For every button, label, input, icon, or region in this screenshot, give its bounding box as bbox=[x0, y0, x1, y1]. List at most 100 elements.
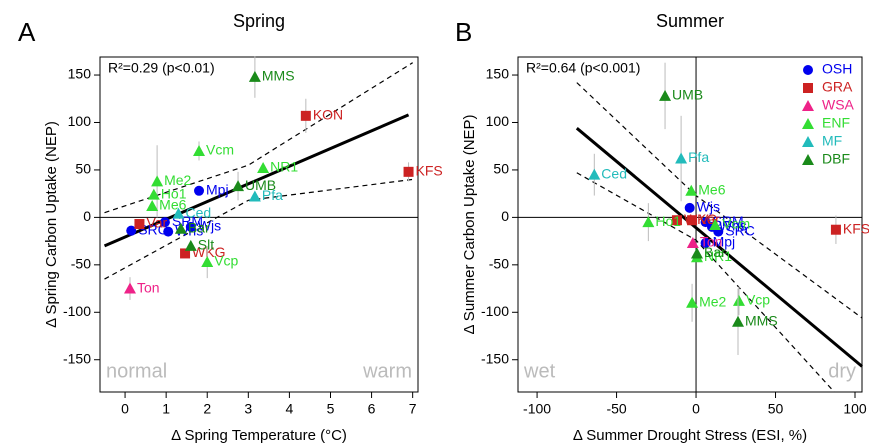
point bbox=[174, 222, 187, 234]
point-label: Me2 bbox=[164, 172, 191, 188]
point bbox=[675, 152, 688, 164]
legend-marker bbox=[802, 100, 814, 111]
x-tick-label: 1 bbox=[162, 401, 170, 417]
plot-frame bbox=[517, 56, 863, 393]
corner-label: dry bbox=[828, 360, 856, 382]
point bbox=[671, 215, 682, 226]
x-tick-label: 50 bbox=[768, 401, 784, 417]
point-label: Pfa bbox=[262, 187, 283, 203]
regression-line bbox=[103, 113, 410, 248]
x-tick-label: 0 bbox=[692, 401, 700, 417]
point-label: WKG bbox=[192, 244, 225, 260]
x-axis-label: Δ Spring Temperature (°C) bbox=[171, 427, 347, 444]
chart-title: Summer bbox=[656, 11, 724, 31]
legend-label: OSH bbox=[822, 61, 852, 77]
point-label: KFS bbox=[843, 220, 869, 236]
y-tick-label: -50 bbox=[489, 256, 509, 272]
legend-marker bbox=[802, 136, 814, 147]
plot-frame bbox=[99, 56, 419, 393]
confidence-band bbox=[104, 178, 413, 280]
point bbox=[659, 89, 672, 101]
x-tick-label: 7 bbox=[409, 401, 417, 417]
point bbox=[642, 216, 655, 228]
point bbox=[588, 168, 601, 180]
point-label: NR1 bbox=[270, 159, 298, 175]
corner-label: normal bbox=[106, 360, 167, 382]
point-label: Mpj bbox=[206, 182, 229, 198]
point-label: Ho1 bbox=[161, 185, 187, 201]
point-label: Mpj bbox=[713, 234, 736, 250]
point-label: Ced bbox=[185, 204, 211, 220]
point bbox=[172, 207, 185, 219]
point-label: Ton bbox=[700, 234, 723, 250]
point bbox=[147, 188, 160, 200]
point bbox=[146, 199, 159, 211]
point-label: Vcp bbox=[214, 253, 238, 269]
point bbox=[732, 315, 745, 327]
x-tick-label: 5 bbox=[327, 401, 335, 417]
corner-label: wet bbox=[523, 360, 556, 382]
y-tick-label: 100 bbox=[486, 113, 510, 129]
panel-letter: B bbox=[455, 17, 472, 47]
y-tick-label: -50 bbox=[71, 256, 91, 272]
point bbox=[134, 219, 145, 230]
point bbox=[123, 282, 136, 294]
y-tick-label: 150 bbox=[68, 66, 92, 82]
point-label: UMB bbox=[245, 177, 276, 193]
point-label: Vcp bbox=[746, 292, 770, 308]
point bbox=[193, 144, 206, 156]
point bbox=[403, 166, 414, 177]
annotation: R²=0.64 (p<0.001) bbox=[526, 60, 640, 76]
x-axis-label: Δ Summer Drought Stress (ESI, %) bbox=[573, 427, 807, 444]
point bbox=[126, 225, 137, 236]
point-label: SRC bbox=[138, 221, 168, 237]
y-tick-label: -150 bbox=[481, 350, 509, 366]
point-label: Var bbox=[146, 215, 167, 231]
legend-label: ENF bbox=[822, 115, 850, 131]
point-label: Ton bbox=[137, 279, 160, 295]
point bbox=[248, 190, 261, 202]
point-label: MMS bbox=[745, 312, 778, 328]
point bbox=[685, 184, 698, 196]
point bbox=[248, 70, 261, 82]
y-axis-label: Δ Spring Carbon Uptake (NEP) bbox=[43, 121, 60, 328]
point bbox=[700, 238, 711, 249]
legend-marker bbox=[803, 65, 813, 75]
legend-label: WSA bbox=[822, 97, 855, 113]
point-label: Wjs bbox=[697, 199, 720, 215]
y-tick-label: -100 bbox=[481, 303, 509, 319]
point-label: Slt bbox=[198, 237, 214, 253]
x-tick-label: 4 bbox=[286, 401, 294, 417]
point bbox=[709, 218, 722, 230]
legend-label: DBF bbox=[822, 151, 850, 167]
point bbox=[180, 248, 191, 259]
point-label: Bar bbox=[704, 244, 726, 260]
x-tick-label: 6 bbox=[368, 401, 376, 417]
point-label: Me2 bbox=[699, 293, 726, 309]
point-label: SRM bbox=[713, 213, 744, 229]
point bbox=[830, 224, 841, 235]
point-label: SRC bbox=[725, 222, 755, 238]
x-tick-label: 2 bbox=[203, 401, 211, 417]
y-tick-label: 50 bbox=[75, 161, 91, 177]
point bbox=[159, 217, 170, 228]
point-label: Vcm bbox=[722, 216, 750, 232]
point bbox=[686, 296, 699, 308]
x-tick-label: 0 bbox=[121, 401, 129, 417]
annotation: R²=0.29 (p<0.01) bbox=[108, 60, 215, 76]
point bbox=[687, 215, 698, 226]
legend-label: MF bbox=[822, 133, 842, 149]
point-label: UMB bbox=[672, 87, 703, 103]
regression-line bbox=[575, 127, 863, 368]
point-label: MMS bbox=[262, 68, 295, 84]
point bbox=[257, 162, 270, 174]
point bbox=[232, 180, 245, 192]
point bbox=[690, 247, 703, 259]
legend-marker bbox=[803, 83, 813, 93]
y-tick-label: 0 bbox=[501, 208, 509, 224]
point-label: NR1 bbox=[704, 248, 732, 264]
point bbox=[151, 175, 164, 187]
chart-title: Spring bbox=[233, 11, 285, 31]
x-tick-label: 100 bbox=[843, 401, 867, 417]
